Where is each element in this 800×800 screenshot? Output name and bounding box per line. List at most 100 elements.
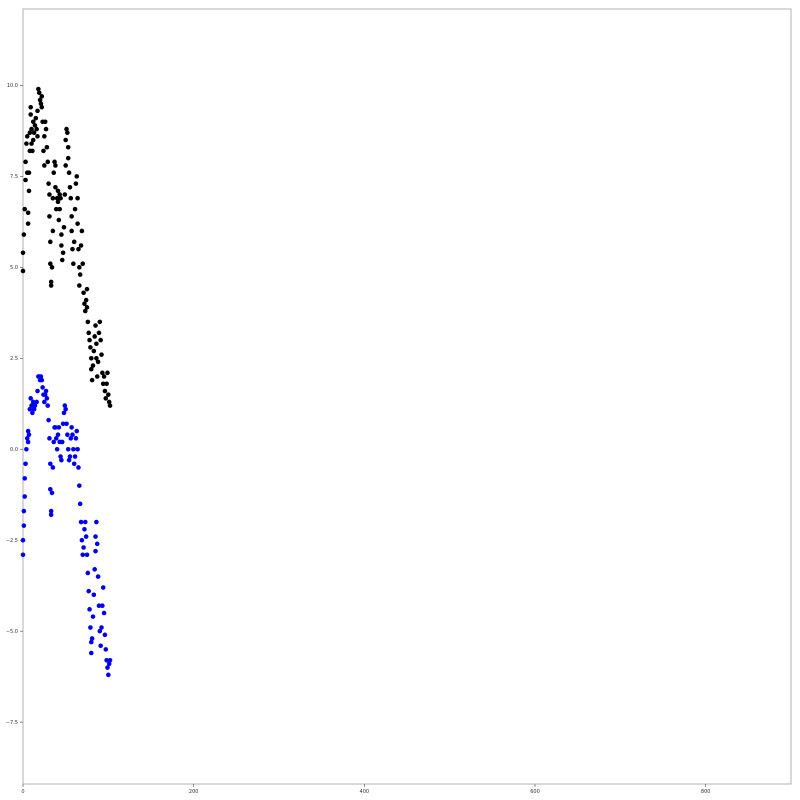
data-point [71, 261, 76, 266]
data-point [29, 126, 34, 132]
data-point [58, 195, 63, 201]
plot-frame [22, 8, 792, 785]
data-point [106, 672, 111, 678]
data-point [56, 425, 62, 430]
data-point [65, 130, 70, 136]
data-point [68, 195, 74, 201]
data-point [31, 130, 37, 136]
data-point [64, 126, 69, 132]
data-point [77, 283, 82, 288]
data-point [67, 184, 73, 190]
data-point [73, 436, 79, 441]
data-point [53, 163, 58, 168]
data-point [49, 490, 55, 496]
data-point [65, 432, 70, 438]
data-point [23, 159, 28, 165]
data-point [101, 374, 107, 379]
data-point [21, 508, 27, 514]
data-point [84, 305, 90, 310]
data-point [48, 461, 53, 467]
data-point [94, 541, 100, 547]
data-point [55, 432, 61, 438]
data-point [42, 399, 47, 405]
data-point [106, 392, 111, 397]
data-point [81, 545, 86, 550]
data-point [71, 446, 76, 452]
data-point [20, 250, 26, 256]
data-point [86, 330, 92, 336]
data-point [76, 246, 81, 252]
data-point [66, 170, 72, 176]
series-layer [20, 86, 113, 678]
data-point [30, 410, 35, 416]
data-point [75, 446, 80, 452]
data-point [23, 177, 28, 183]
data-point [24, 436, 30, 441]
data-point [95, 574, 101, 579]
data-point [102, 388, 108, 394]
x-tick-label: 400 [360, 789, 370, 795]
data-point [79, 228, 85, 234]
data-point [63, 137, 68, 143]
data-point [77, 265, 82, 270]
data-point [35, 134, 40, 139]
data-point [39, 377, 45, 383]
data-point [93, 534, 98, 539]
series-1 [20, 86, 113, 408]
data-point [29, 141, 34, 146]
data-point [82, 527, 87, 532]
data-point [91, 592, 97, 598]
data-point [90, 363, 96, 368]
data-point [79, 537, 85, 543]
data-point [28, 104, 33, 110]
y-tick-label: 10.0 [7, 83, 18, 89]
data-point [77, 483, 82, 488]
data-point [20, 268, 26, 274]
data-point [100, 585, 106, 590]
data-point [71, 461, 77, 467]
data-point [50, 465, 56, 470]
data-point [59, 439, 65, 445]
data-point [97, 319, 103, 325]
data-point [100, 603, 105, 609]
data-point [103, 647, 109, 652]
data-point [40, 385, 45, 390]
data-point [76, 465, 81, 470]
data-point [94, 341, 99, 347]
data-point [70, 246, 75, 252]
data-point [103, 396, 109, 401]
data-point [88, 639, 94, 645]
data-point [59, 457, 64, 463]
data-point [30, 119, 36, 125]
data-point [61, 410, 67, 416]
data-point [27, 130, 33, 136]
data-point [105, 665, 110, 670]
data-point [78, 519, 84, 525]
data-point [48, 283, 54, 288]
data-point [30, 137, 36, 143]
data-point [44, 144, 50, 150]
data-point [94, 374, 100, 379]
data-point [39, 94, 45, 99]
data-point [82, 519, 88, 525]
data-point [25, 210, 31, 216]
data-point [35, 388, 40, 394]
data-point [25, 428, 31, 434]
data-point [107, 657, 113, 663]
data-point [57, 192, 62, 197]
data-point [48, 261, 53, 266]
data-point [75, 221, 80, 226]
data-point [90, 614, 96, 619]
data-point [87, 607, 92, 612]
data-point [22, 476, 28, 481]
data-point [83, 534, 89, 539]
data-point [43, 388, 49, 394]
data-point [27, 406, 33, 412]
data-point [50, 195, 56, 201]
data-point [43, 126, 49, 132]
data-point [88, 625, 93, 630]
data-point [49, 265, 55, 270]
data-point [99, 625, 104, 630]
data-point [44, 396, 50, 401]
data-point [98, 643, 103, 649]
